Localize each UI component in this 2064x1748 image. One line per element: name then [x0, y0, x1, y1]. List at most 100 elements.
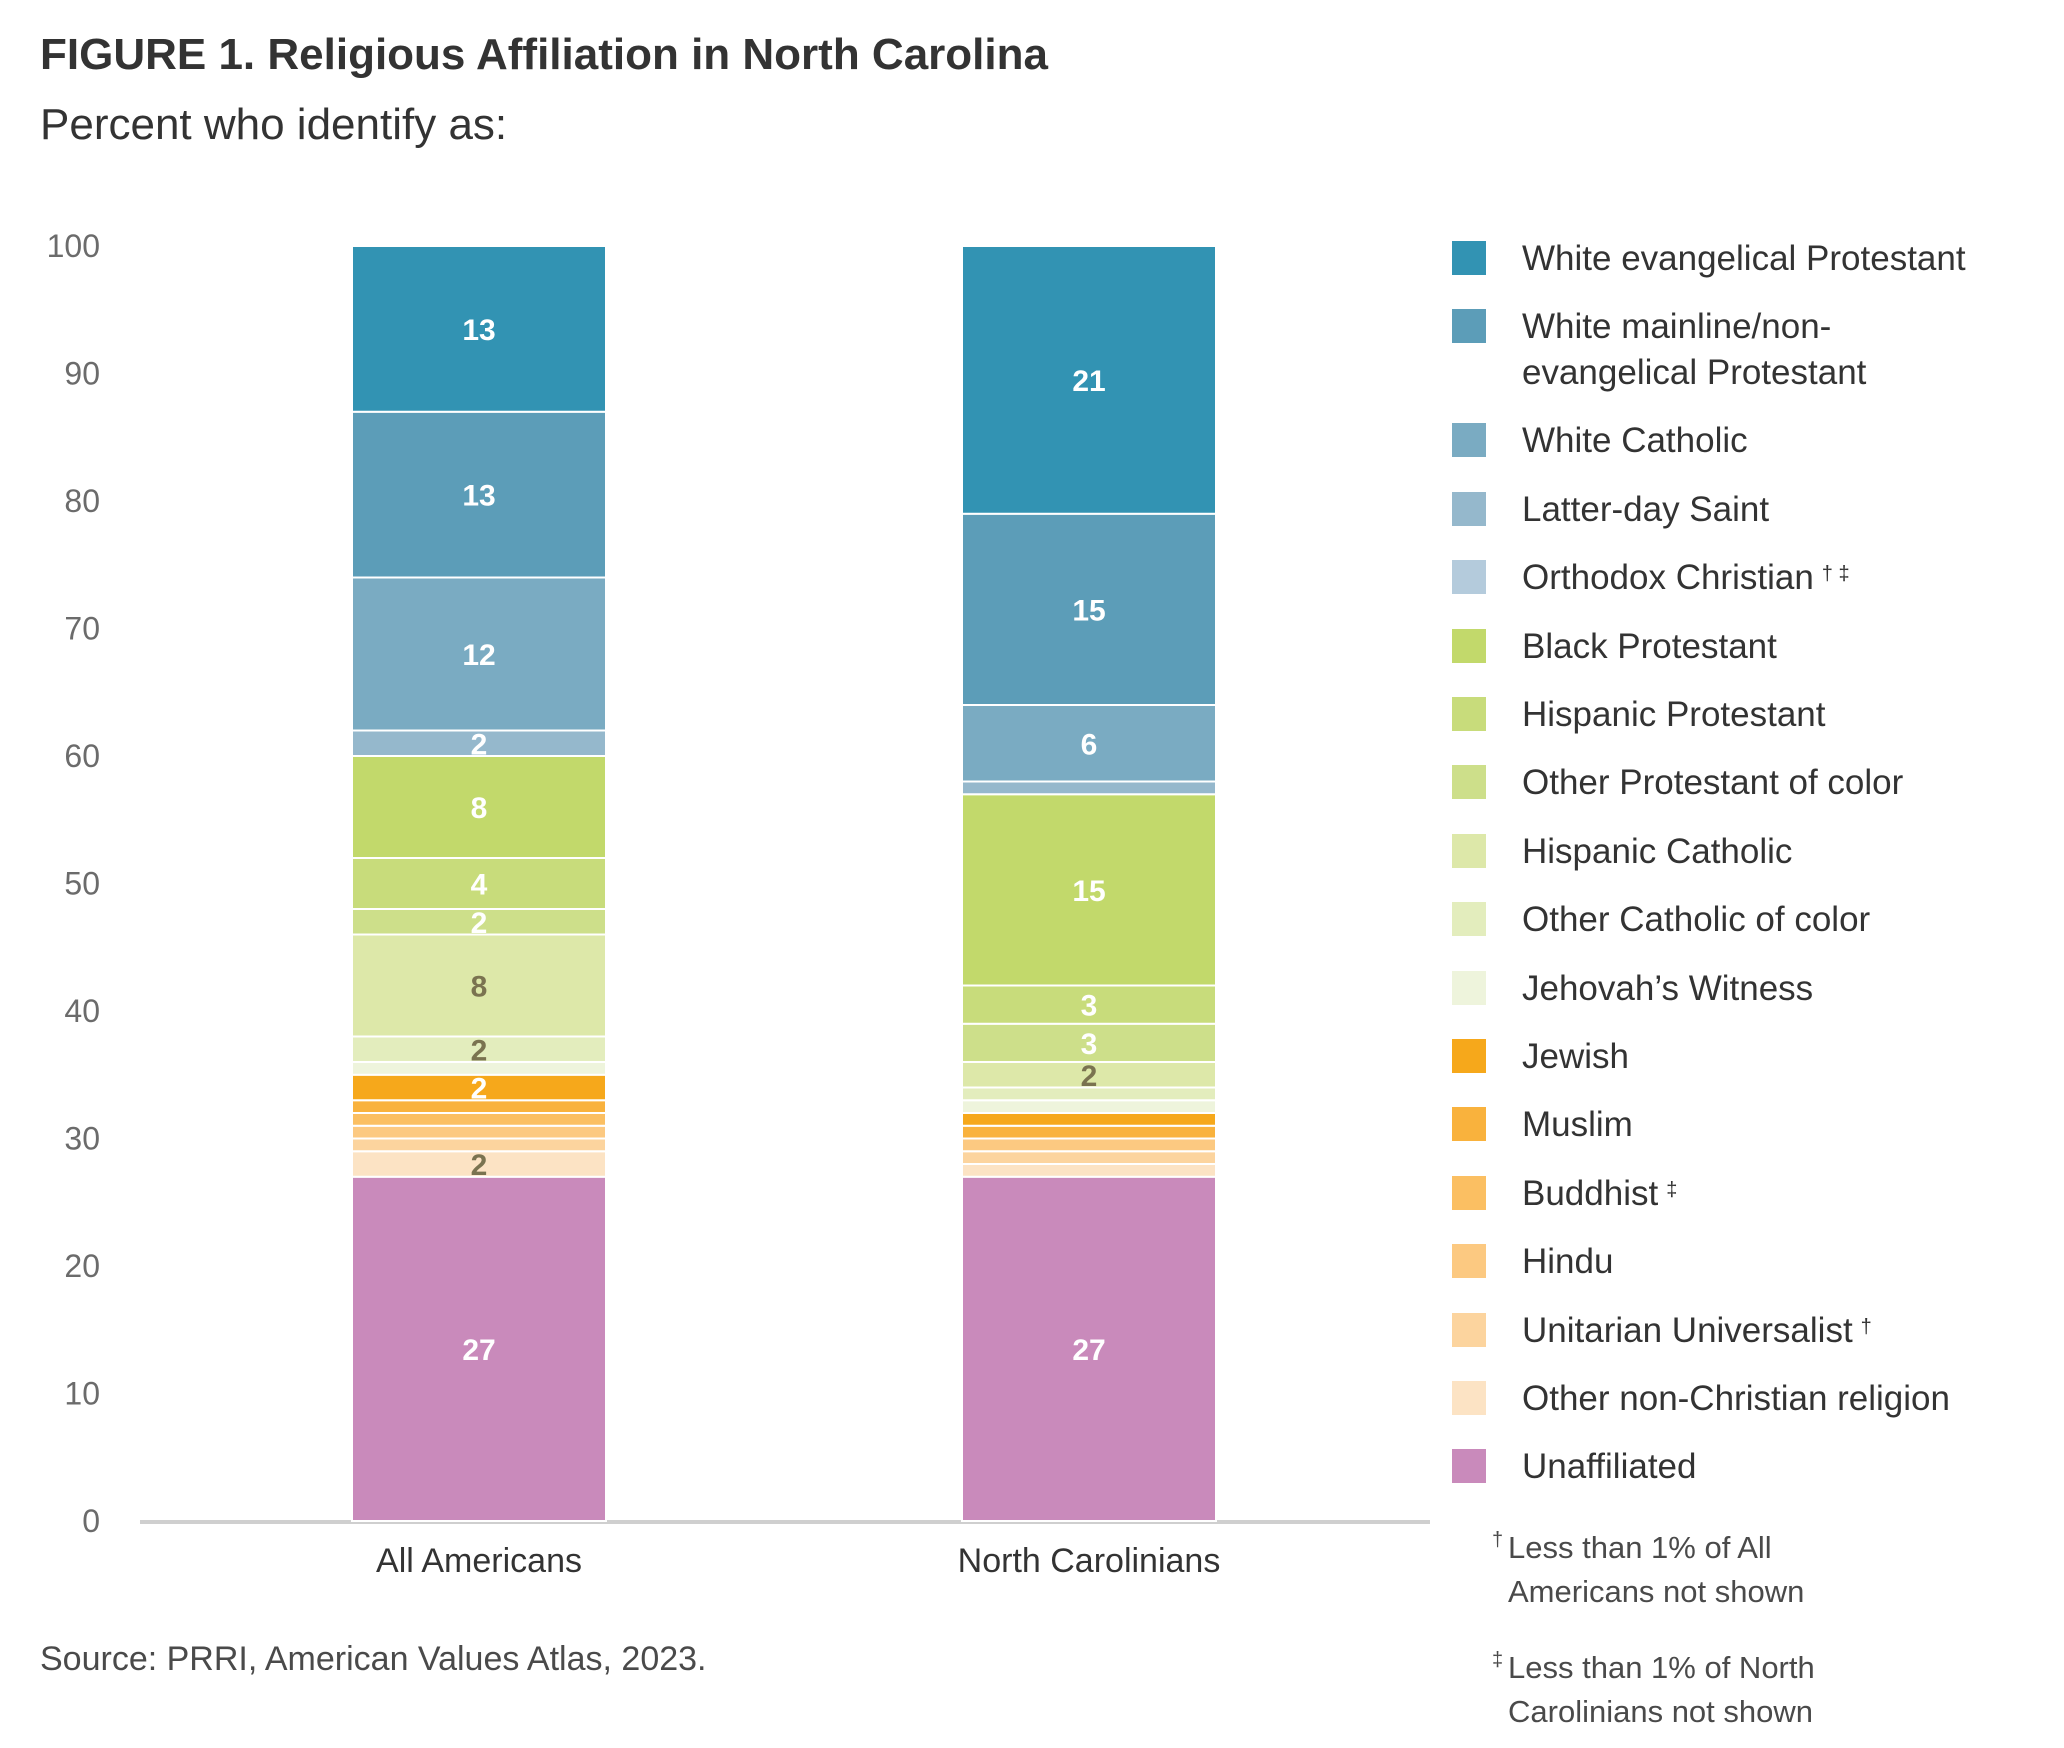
data-label: 2 [1081, 1060, 1098, 1093]
data-label: 15 [1072, 594, 1105, 627]
stacked-bar-chart: 01020304050607080901002722282482121313Al… [47, 228, 1430, 1580]
legend-swatch [1452, 697, 1486, 731]
footnote-dagger: † Less than 1% of All Americans not show… [1492, 1526, 1805, 1614]
data-label: 13 [462, 314, 495, 347]
legend-swatch [1452, 309, 1486, 344]
legend-item: White evangelical Protestant [1452, 236, 2042, 282]
legend-swatch [1452, 1381, 1486, 1415]
legend-item: Other Protestant of color [1452, 760, 2042, 806]
data-label: 4 [471, 869, 488, 902]
y-tick-label: 100 [47, 228, 100, 264]
legend-label: White Catholic [1522, 421, 1748, 461]
bar-segment [351, 1035, 607, 1063]
bar-segment [351, 755, 607, 859]
legend-label: Hindu [1522, 1242, 1614, 1282]
data-label: 13 [462, 480, 495, 513]
legend-swatch [1452, 765, 1486, 800]
bar-segment [351, 857, 607, 910]
data-label: 3 [1081, 990, 1098, 1023]
legend-item: Black Protestant [1452, 624, 2042, 670]
y-tick-label: 90 [64, 356, 100, 392]
legend-label: Jehovah’s Witness [1522, 968, 1814, 1008]
legend-label: Hispanic Catholic [1522, 831, 1793, 871]
legend-item: White mainline/non- evangelical Protesta… [1452, 304, 2042, 396]
y-tick-label: 70 [64, 611, 100, 647]
legend-item: Unitarian Universalist † [1452, 1308, 2042, 1354]
y-tick-label: 0 [82, 1503, 100, 1539]
legend-label: White evangelical Protestant [1522, 239, 1966, 278]
data-label: 3 [1081, 1028, 1098, 1061]
y-tick-label: 50 [64, 866, 100, 902]
legend-label: Muslim [1522, 1105, 1633, 1145]
legend-swatch [1452, 491, 1486, 526]
bar-segment [351, 576, 607, 732]
legend-item: Buddhist ‡ [1452, 1171, 2042, 1217]
legend-item: Muslim [1452, 1102, 2042, 1148]
bar-segment [961, 245, 1217, 515]
legend-item: Hispanic Catholic [1452, 829, 2042, 875]
legend-item: Jehovah’s Witness [1452, 966, 2042, 1012]
bar-segment [961, 1099, 1217, 1114]
data-label: 2 [471, 1034, 488, 1067]
legend-item: Orthodox Christian † ‡ [1452, 555, 2042, 601]
legend-swatch [1452, 1449, 1486, 1484]
data-label: 2 [471, 728, 488, 761]
y-tick-label: 80 [64, 483, 100, 519]
legend-swatch [1452, 1175, 1486, 1210]
legend-item: Hindu [1452, 1239, 2042, 1285]
bar-segment [351, 1073, 607, 1102]
chart-subtitle: Percent who identify as: [40, 100, 508, 149]
legend-swatch [1452, 1312, 1486, 1347]
footnote-double-dagger-mark: ‡ [1492, 1649, 1504, 1671]
y-tick-label: 20 [64, 1248, 100, 1284]
bar-segment [961, 780, 1217, 796]
bar-segment [961, 1175, 1217, 1522]
bar-segment [961, 512, 1217, 706]
legend-swatch [1452, 628, 1486, 663]
y-tick-label: 30 [64, 1121, 100, 1157]
data-label: 27 [1072, 1334, 1105, 1367]
footnote-double-dagger-text: Less than 1% of North Carolinians not sh… [1508, 1650, 1815, 1729]
legend-label: Unitarian Universalist † [1522, 1310, 1872, 1350]
legend-label: Hispanic Protestant [1522, 695, 1826, 734]
chart-title: FIGURE 1. Religious Affiliation in North… [40, 30, 1048, 79]
y-tick-label: 10 [64, 1376, 100, 1412]
bar-segment [351, 1175, 607, 1522]
legend-item: Other Catholic of color [1452, 897, 2042, 943]
data-label: 21 [1072, 365, 1105, 398]
bar-segment [961, 1022, 1217, 1063]
data-label: 15 [1072, 875, 1105, 908]
data-label: 2 [471, 1073, 488, 1106]
data-label: 2 [471, 907, 488, 940]
x-category-label: North Carolinians [958, 1542, 1221, 1580]
legend-item: Other non-Christian religion [1452, 1376, 2042, 1422]
legend-label: Latter-day Saint [1522, 489, 1770, 529]
bar-segment [351, 1112, 607, 1127]
footnote-double-dagger: ‡ Less than 1% of North Carolinians not … [1492, 1646, 1815, 1734]
legend-label: Other Protestant of color [1522, 763, 1904, 803]
bar-segment [351, 1137, 607, 1153]
footnote-dagger-text: Less than 1% of All Americans not shown [1508, 1530, 1805, 1609]
bar-segment [961, 1150, 1217, 1165]
legend-label: White mainline/non- evangelical Protesta… [1522, 307, 1867, 393]
y-tick-label: 60 [64, 738, 100, 774]
bar-segment [961, 1124, 1217, 1140]
legend-swatch [1452, 833, 1486, 868]
legend-label: Jewish [1522, 1037, 1629, 1076]
bar-segment [961, 793, 1217, 987]
footnote-dagger-mark: † [1492, 1529, 1504, 1551]
legend-swatch [1452, 241, 1486, 275]
legend-label: Unaffiliated [1522, 1447, 1697, 1487]
bar-segment [351, 933, 607, 1038]
bar-segment [961, 1112, 1217, 1127]
bar-segment [961, 1061, 1217, 1089]
bar-segment [351, 1124, 607, 1140]
data-label: 8 [471, 792, 488, 825]
data-label: 8 [471, 971, 488, 1004]
legend-swatch [1452, 902, 1486, 937]
bar-segment [351, 245, 607, 413]
legend-item: Unaffiliated [1452, 1444, 2042, 1490]
y-tick-label: 40 [64, 993, 100, 1029]
legend-item: White Catholic [1452, 418, 2042, 464]
legend-label: Other Catholic of color [1522, 900, 1871, 940]
